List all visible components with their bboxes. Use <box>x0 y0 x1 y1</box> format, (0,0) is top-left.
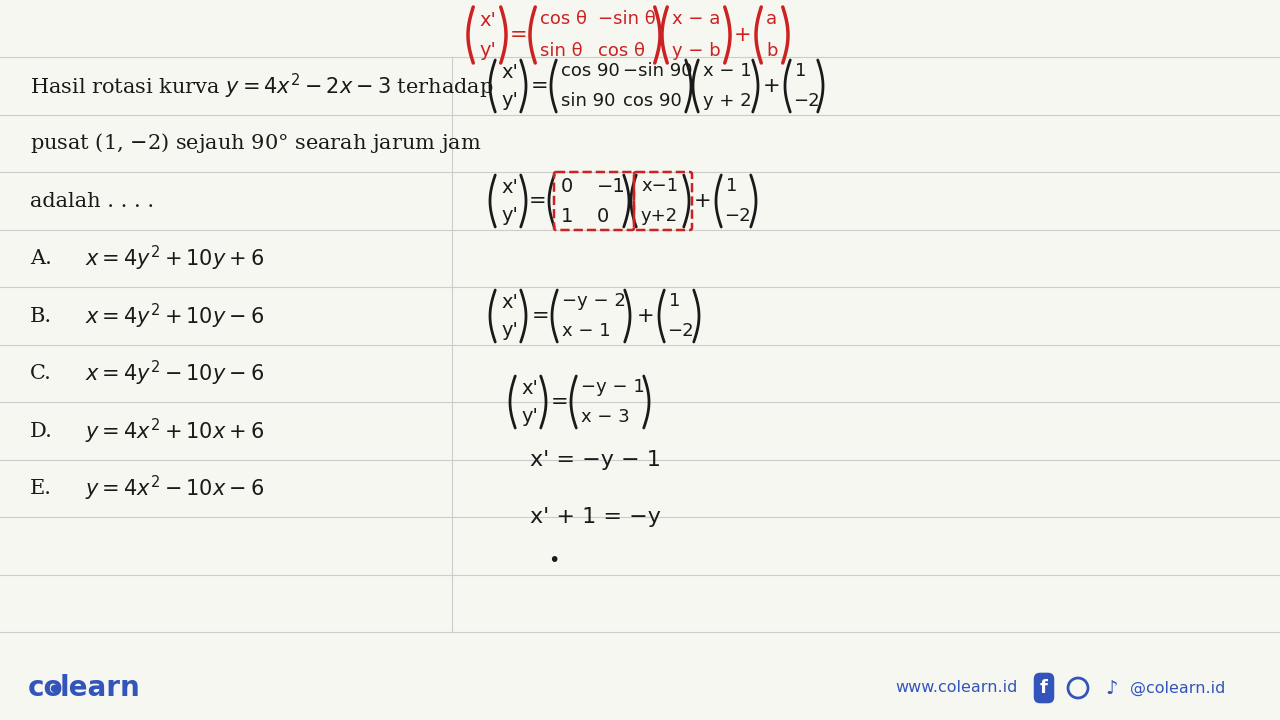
Text: x' + 1 = −y: x' + 1 = −y <box>530 507 660 527</box>
Text: $x = 4y^2 + 10y - 6$: $x = 4y^2 + 10y - 6$ <box>84 302 264 330</box>
Text: y': y' <box>479 40 495 60</box>
Text: •: • <box>548 551 559 570</box>
Text: x': x' <box>500 292 518 312</box>
Text: 1: 1 <box>669 292 681 310</box>
Text: −sin θ: −sin θ <box>598 10 655 28</box>
Text: y': y' <box>500 320 518 340</box>
Text: cos 90: cos 90 <box>623 92 682 110</box>
Text: www.colearn.id: www.colearn.id <box>895 680 1018 696</box>
Text: +: + <box>637 306 654 326</box>
Text: f: f <box>1041 679 1048 697</box>
Text: b: b <box>765 42 777 60</box>
Text: =: = <box>550 392 568 412</box>
Text: x': x' <box>500 178 518 197</box>
Text: y+2: y+2 <box>641 207 678 225</box>
Text: C.: C. <box>29 364 52 382</box>
Text: $x = 4y^2 + 10y + 6$: $x = 4y^2 + 10y + 6$ <box>84 243 264 273</box>
Text: Hasil rotasi kurva $y = 4x^2 - 2x - 3$ terhadap: Hasil rotasi kurva $y = 4x^2 - 2x - 3$ t… <box>29 71 494 101</box>
Text: $y = 4x^2 + 10x + 6$: $y = 4x^2 + 10x + 6$ <box>84 416 264 446</box>
Text: +: + <box>694 191 712 211</box>
Text: −2: −2 <box>794 92 819 110</box>
Text: x' = −y − 1: x' = −y − 1 <box>530 450 660 470</box>
Text: 1: 1 <box>561 207 573 225</box>
Text: A.: A. <box>29 248 52 268</box>
Text: x − 1: x − 1 <box>703 62 751 80</box>
Text: adalah . . . .: adalah . . . . <box>29 192 154 210</box>
Text: x−1: x−1 <box>641 177 678 195</box>
Text: x − a: x − a <box>672 10 721 28</box>
Text: y − b: y − b <box>672 42 721 60</box>
Text: y': y' <box>500 91 518 109</box>
Text: B.: B. <box>29 307 52 325</box>
Text: y': y' <box>500 205 518 225</box>
Text: ♪: ♪ <box>1106 678 1119 698</box>
Text: x − 1: x − 1 <box>562 322 611 340</box>
Text: 1: 1 <box>795 62 806 80</box>
Text: cos θ: cos θ <box>540 10 588 28</box>
Text: =: = <box>531 76 549 96</box>
Text: =: = <box>509 25 527 45</box>
Text: +: + <box>763 76 781 96</box>
Text: =: = <box>532 306 549 326</box>
Text: y': y' <box>521 407 538 426</box>
Text: E.: E. <box>29 479 52 498</box>
Text: x': x' <box>479 11 495 30</box>
Text: pusat (1, $-$2) sejauh 90° searah jarum jam: pusat (1, $-$2) sejauh 90° searah jarum … <box>29 131 481 155</box>
Text: learn: learn <box>60 674 141 702</box>
Text: 0: 0 <box>596 207 609 225</box>
Text: $y = 4x^2 - 10x - 6$: $y = 4x^2 - 10x - 6$ <box>84 474 264 503</box>
Text: −2: −2 <box>724 207 750 225</box>
Text: $x = 4y^2 - 10y - 6$: $x = 4y^2 - 10y - 6$ <box>84 359 264 387</box>
Text: sin 90: sin 90 <box>561 92 616 110</box>
Text: x − 3: x − 3 <box>581 408 630 426</box>
Text: x': x' <box>500 63 518 81</box>
Text: a: a <box>765 10 777 28</box>
Text: −y − 2: −y − 2 <box>562 292 626 310</box>
Text: cos 90: cos 90 <box>561 62 620 80</box>
Text: 0: 0 <box>561 176 573 196</box>
Text: −y − 1: −y − 1 <box>581 378 645 396</box>
Text: −1: −1 <box>596 176 626 196</box>
Text: sin θ: sin θ <box>540 42 582 60</box>
Text: −2: −2 <box>667 322 694 340</box>
Text: cos θ: cos θ <box>598 42 645 60</box>
Text: x': x' <box>521 379 538 397</box>
Text: =: = <box>529 191 547 211</box>
Text: D.: D. <box>29 421 52 441</box>
Text: +: + <box>733 25 751 45</box>
Text: 1: 1 <box>726 177 737 195</box>
Text: @colearn.id: @colearn.id <box>1130 680 1225 696</box>
Text: co: co <box>28 674 64 702</box>
Text: y + 2: y + 2 <box>703 92 751 110</box>
Text: −sin 90: −sin 90 <box>623 62 692 80</box>
